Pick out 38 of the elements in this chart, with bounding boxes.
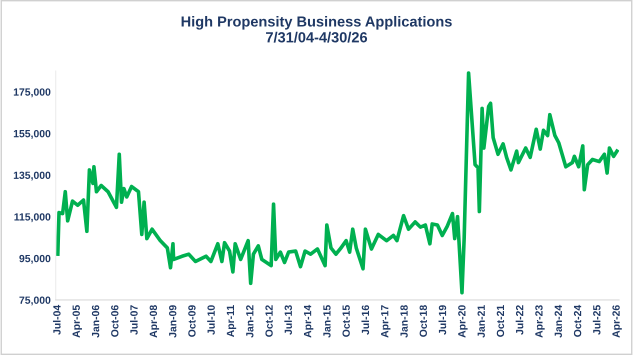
y-tick-label: 115,000 (14, 213, 50, 222)
x-tick-label: Jan-18 (400, 305, 408, 338)
x-tick-label: Jul-16 (361, 305, 370, 335)
x-tick-label: Apr-26 (612, 305, 622, 338)
x-tick-label: Apr-20 (458, 305, 468, 338)
y-tick-label: 155,000 (14, 130, 50, 139)
x-tick-label: Jul-19 (438, 305, 446, 335)
x-tick-label: Apr-23 (535, 305, 545, 338)
x-tick-label: Oct-12 (265, 305, 273, 337)
x-tick-label: Jul-22 (516, 305, 524, 335)
x-tick-label: Jan-06 (92, 305, 100, 338)
x-tick-label: Jul-25 (592, 305, 600, 335)
x-tick-label: Jul-13 (284, 305, 292, 335)
x-tick-label: Jul-10 (207, 305, 215, 335)
x-tick-label: Jan-12 (246, 305, 254, 338)
x-tick-label: Jan-15 (323, 305, 331, 338)
chart-title: High Propensity Business Applications 7/31/04-4/30/26 (182, 16, 452, 43)
x-tick-label: Jul-07 (130, 305, 138, 335)
x-tick-label: Oct-24 (574, 304, 582, 337)
x-tick-label: Apr-05 (72, 305, 82, 338)
x-tick-label: Jul-04 (52, 304, 61, 335)
y-tick-label: 135,000 (14, 172, 50, 180)
y-tick-label: 75,000 (19, 296, 50, 306)
y-tick-label: 95,000 (19, 254, 50, 264)
x-tick-label: Jan-24 (554, 304, 562, 338)
y-tick-label: 175,000 (14, 88, 50, 98)
x-tick-label: Oct-06 (111, 305, 118, 337)
x-tick-label: Apr-17 (381, 305, 390, 338)
x-tick-label: Apr-08 (150, 305, 160, 338)
x-tick-label: Apr-14 (304, 304, 314, 338)
x-tick-label: Oct-09 (188, 305, 196, 337)
line-series (56, 71, 619, 294)
x-tick-label: Oct-15 (342, 305, 350, 337)
x-tick-label: Oct-21 (496, 305, 504, 337)
x-tick-label: Jan-09 (169, 305, 176, 338)
x-tick-label: Oct-18 (420, 305, 427, 337)
x-tick-label: Apr-11 (226, 305, 236, 337)
x-tick-label: Jan-21 (478, 305, 485, 338)
